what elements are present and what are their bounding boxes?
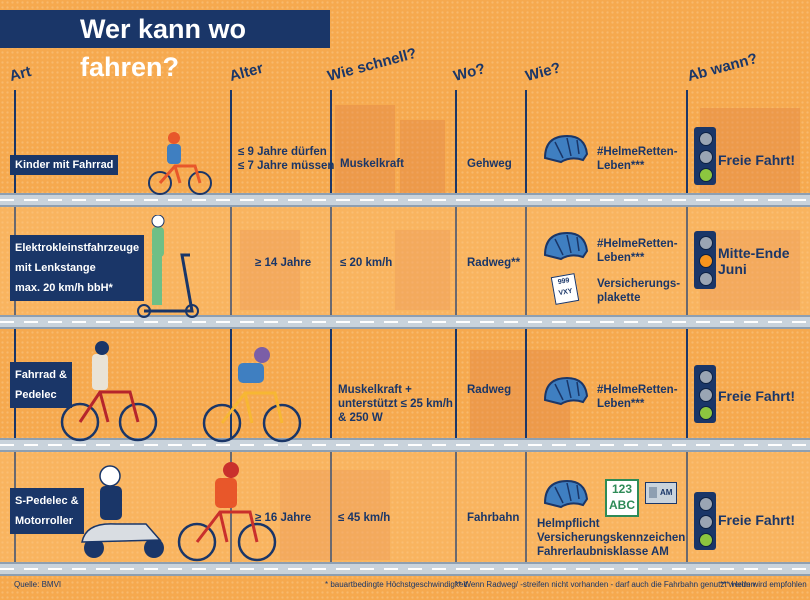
row-label-elektro: Elektrokleinstfahrzeuge mit Lenkstange m… (10, 235, 145, 301)
row-label-spedelec: S-Pedelec & Motorroller (10, 488, 84, 534)
speed-kinder: Muskelkraft (340, 158, 404, 170)
row-label-kinder: Kinder mit Fahrrad (10, 155, 119, 175)
building (395, 230, 450, 310)
alter-elektro: ≥ 14 Jahre (255, 257, 312, 269)
bicycle-illustration (60, 341, 158, 442)
column-divider (455, 90, 457, 570)
wo-spedelec: Fahrbahn (467, 512, 520, 524)
source-note: Quelle: BMVI (14, 580, 62, 589)
column-divider (330, 90, 332, 570)
road-divider (0, 438, 810, 452)
wie-kinder: #HelmeRetten- Leben*** (597, 146, 678, 172)
alter-kinder: ≤ 9 Jahre dürfen ≤ 7 Jahre müssen (238, 146, 335, 172)
driving-licence-icon: AM (645, 482, 677, 504)
footnote-2: ** Wenn Radweg/ -streifen nicht vorhande… (455, 580, 756, 589)
column-divider (14, 90, 16, 570)
column-divider (525, 90, 527, 570)
helmet-icon (543, 479, 589, 509)
helmet-icon (543, 134, 589, 164)
building (280, 470, 390, 560)
sign-letters: ABC (609, 498, 635, 512)
wo-kinder: Gehweg (467, 158, 512, 170)
building (700, 108, 800, 196)
helmet-icon (543, 376, 589, 406)
motor-scooter-illustration (81, 465, 164, 558)
speed-elektro: ≤ 20 km/h (340, 257, 393, 269)
child-bicycle-illustration (148, 132, 212, 195)
speed-spedelec: ≤ 45 km/h (338, 512, 391, 524)
page-title: Wer kann wo fahren? (0, 10, 330, 82)
row-label-fahrrad: Fahrrad & Pedelec (10, 362, 72, 408)
wo-fahrrad: Radweg (467, 384, 512, 396)
traffic-light-icon (694, 127, 716, 185)
helmet-icon (543, 231, 589, 261)
insurance-sign-icon: 123 ABC (605, 479, 639, 517)
building (335, 105, 395, 195)
speed-fahrrad: Muskelkraft + unterstützt ≤ 25 km/h & 25… (338, 384, 453, 424)
wie-elektro: #HelmeRetten- Leben*** (597, 238, 678, 264)
road-divider (0, 193, 810, 207)
traffic-light-icon (694, 231, 716, 289)
licence-class: AM (660, 488, 673, 497)
building (240, 230, 300, 310)
pedelec-illustration (202, 347, 302, 443)
extra-elektro: Versicherungs- plakette (597, 278, 681, 304)
sign-number: 123 (611, 482, 633, 496)
wie-spedelec: Helmpflicht Versicherungskennzeichen Fah… (537, 518, 686, 558)
ab-elektro: Mitte-Ende Juni (718, 245, 790, 277)
footnote-1: * bauartbedingte Höchstgeschwindigkeit (325, 580, 468, 589)
column-divider (686, 90, 688, 570)
road-divider (0, 315, 810, 329)
traffic-light-icon (694, 365, 716, 423)
scooter-illustration (137, 215, 199, 318)
ab-spedelec: Freie Fahrt! (718, 512, 796, 528)
footnote-3: *** Helm wird empfohlen (720, 580, 807, 589)
building (400, 120, 445, 195)
row-background (0, 452, 810, 564)
road-divider (0, 562, 810, 576)
plate-letters: VXY (558, 287, 574, 298)
wie-fahrrad: #HelmeRetten- Leben*** (597, 384, 678, 410)
wo-elektro: Radweg** (467, 257, 521, 269)
column-divider (230, 90, 232, 570)
ab-fahrrad: Freie Fahrt! (718, 388, 796, 404)
insurance-plate-icon: 999 VXY (550, 273, 580, 305)
s-pedelec-illustration (177, 462, 277, 562)
ab-kinder: Freie Fahrt! (718, 152, 796, 168)
alter-spedelec: ≥ 16 Jahre (255, 512, 312, 524)
traffic-light-icon (694, 492, 716, 550)
building (700, 230, 800, 310)
